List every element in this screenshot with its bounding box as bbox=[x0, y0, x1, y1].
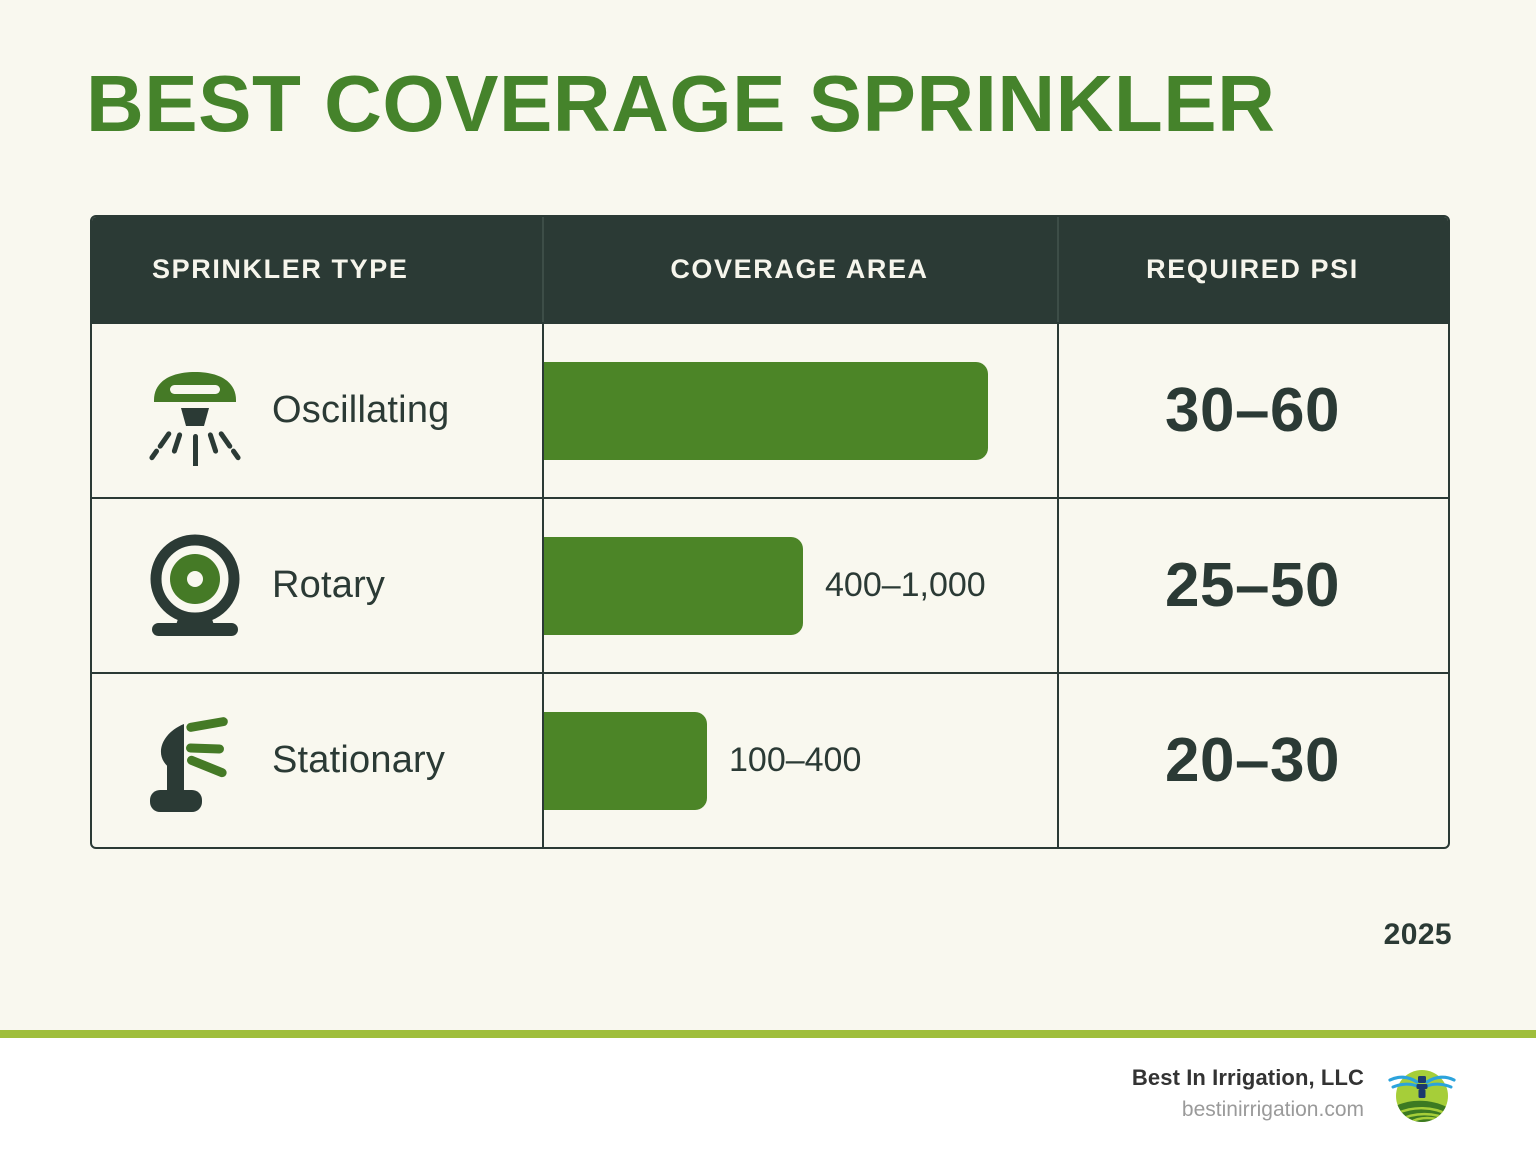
oscillating-sprinkler-icon bbox=[149, 371, 241, 466]
table-row: Rotary 400–1,000 25–50 bbox=[92, 497, 1448, 674]
cell-coverage-area bbox=[542, 322, 1057, 499]
cell-required-psi: 20–30 bbox=[1057, 672, 1448, 847]
company-name: Best In Irrigation, LLC bbox=[1131, 1064, 1364, 1090]
coverage-bar-label: 400–1,000 bbox=[825, 566, 986, 604]
cell-sprinkler-type: Stationary bbox=[92, 674, 542, 847]
cell-coverage-area: 100–400 bbox=[542, 672, 1057, 847]
page-title: BEST COVERAGE SPRINKLER bbox=[86, 59, 1276, 148]
footer-branding: Best In Irrigation, LLC bestinirrigation… bbox=[1132, 1060, 1458, 1126]
psi-value: 30–60 bbox=[1165, 376, 1340, 445]
table-row: Oscillating 30–60 bbox=[92, 322, 1448, 499]
sprinkler-type-label: Rotary bbox=[272, 564, 386, 606]
sprinkler-type-label: Oscillating bbox=[272, 389, 450, 431]
cell-required-psi: 30–60 bbox=[1057, 322, 1448, 499]
poster-canvas: BEST COVERAGE SPRINKLER SPRINKLER TYPE C… bbox=[0, 0, 1536, 1030]
footer-bar: Best In Irrigation, LLC bestinirrigation… bbox=[0, 1038, 1536, 1154]
year-label: 2025 bbox=[1383, 918, 1452, 951]
coverage-bar-wrap: 100–400 bbox=[542, 711, 1057, 810]
table-header-row: SPRINKLER TYPE COVERAGE AREA REQUIRED PS… bbox=[92, 217, 1448, 322]
cell-coverage-area: 400–1,000 bbox=[542, 497, 1057, 674]
stationary-sprinkler-icon bbox=[150, 716, 228, 812]
psi-value: 20–30 bbox=[1165, 726, 1340, 795]
website-url: bestinirrigation.com bbox=[1181, 1097, 1364, 1121]
accent-divider bbox=[0, 1030, 1536, 1038]
column-header-coverage-area: COVERAGE AREA bbox=[542, 217, 1057, 322]
coverage-bar-wrap: 400–1,000 bbox=[542, 536, 1057, 635]
sprinkler-type-label: Stationary bbox=[272, 739, 446, 781]
footer-text-block: Best In Irrigation, LLC bestinirrigation… bbox=[1132, 1065, 1364, 1122]
column-header-required-psi: REQUIRED PSI bbox=[1057, 217, 1448, 322]
cell-sprinkler-type: Rotary bbox=[92, 499, 542, 672]
column-header-sprinkler-type: SPRINKLER TYPE bbox=[152, 254, 409, 284]
comparison-table: SPRINKLER TYPE COVERAGE AREA REQUIRED PS… bbox=[90, 215, 1450, 849]
coverage-bar-label: 100–400 bbox=[729, 741, 862, 779]
coverage-bar bbox=[544, 361, 988, 460]
rotary-sprinkler-icon bbox=[150, 534, 240, 636]
psi-value: 25–50 bbox=[1165, 551, 1340, 620]
coverage-bar-wrap bbox=[542, 361, 1057, 460]
cell-required-psi: 25–50 bbox=[1057, 497, 1448, 674]
coverage-bar bbox=[544, 536, 803, 635]
cell-sprinkler-type: Oscillating bbox=[92, 324, 542, 497]
coverage-bar bbox=[544, 711, 707, 810]
table-row: Stationary 100–400 20–30 bbox=[92, 672, 1448, 847]
irrigation-logo-icon bbox=[1388, 1070, 1456, 1122]
